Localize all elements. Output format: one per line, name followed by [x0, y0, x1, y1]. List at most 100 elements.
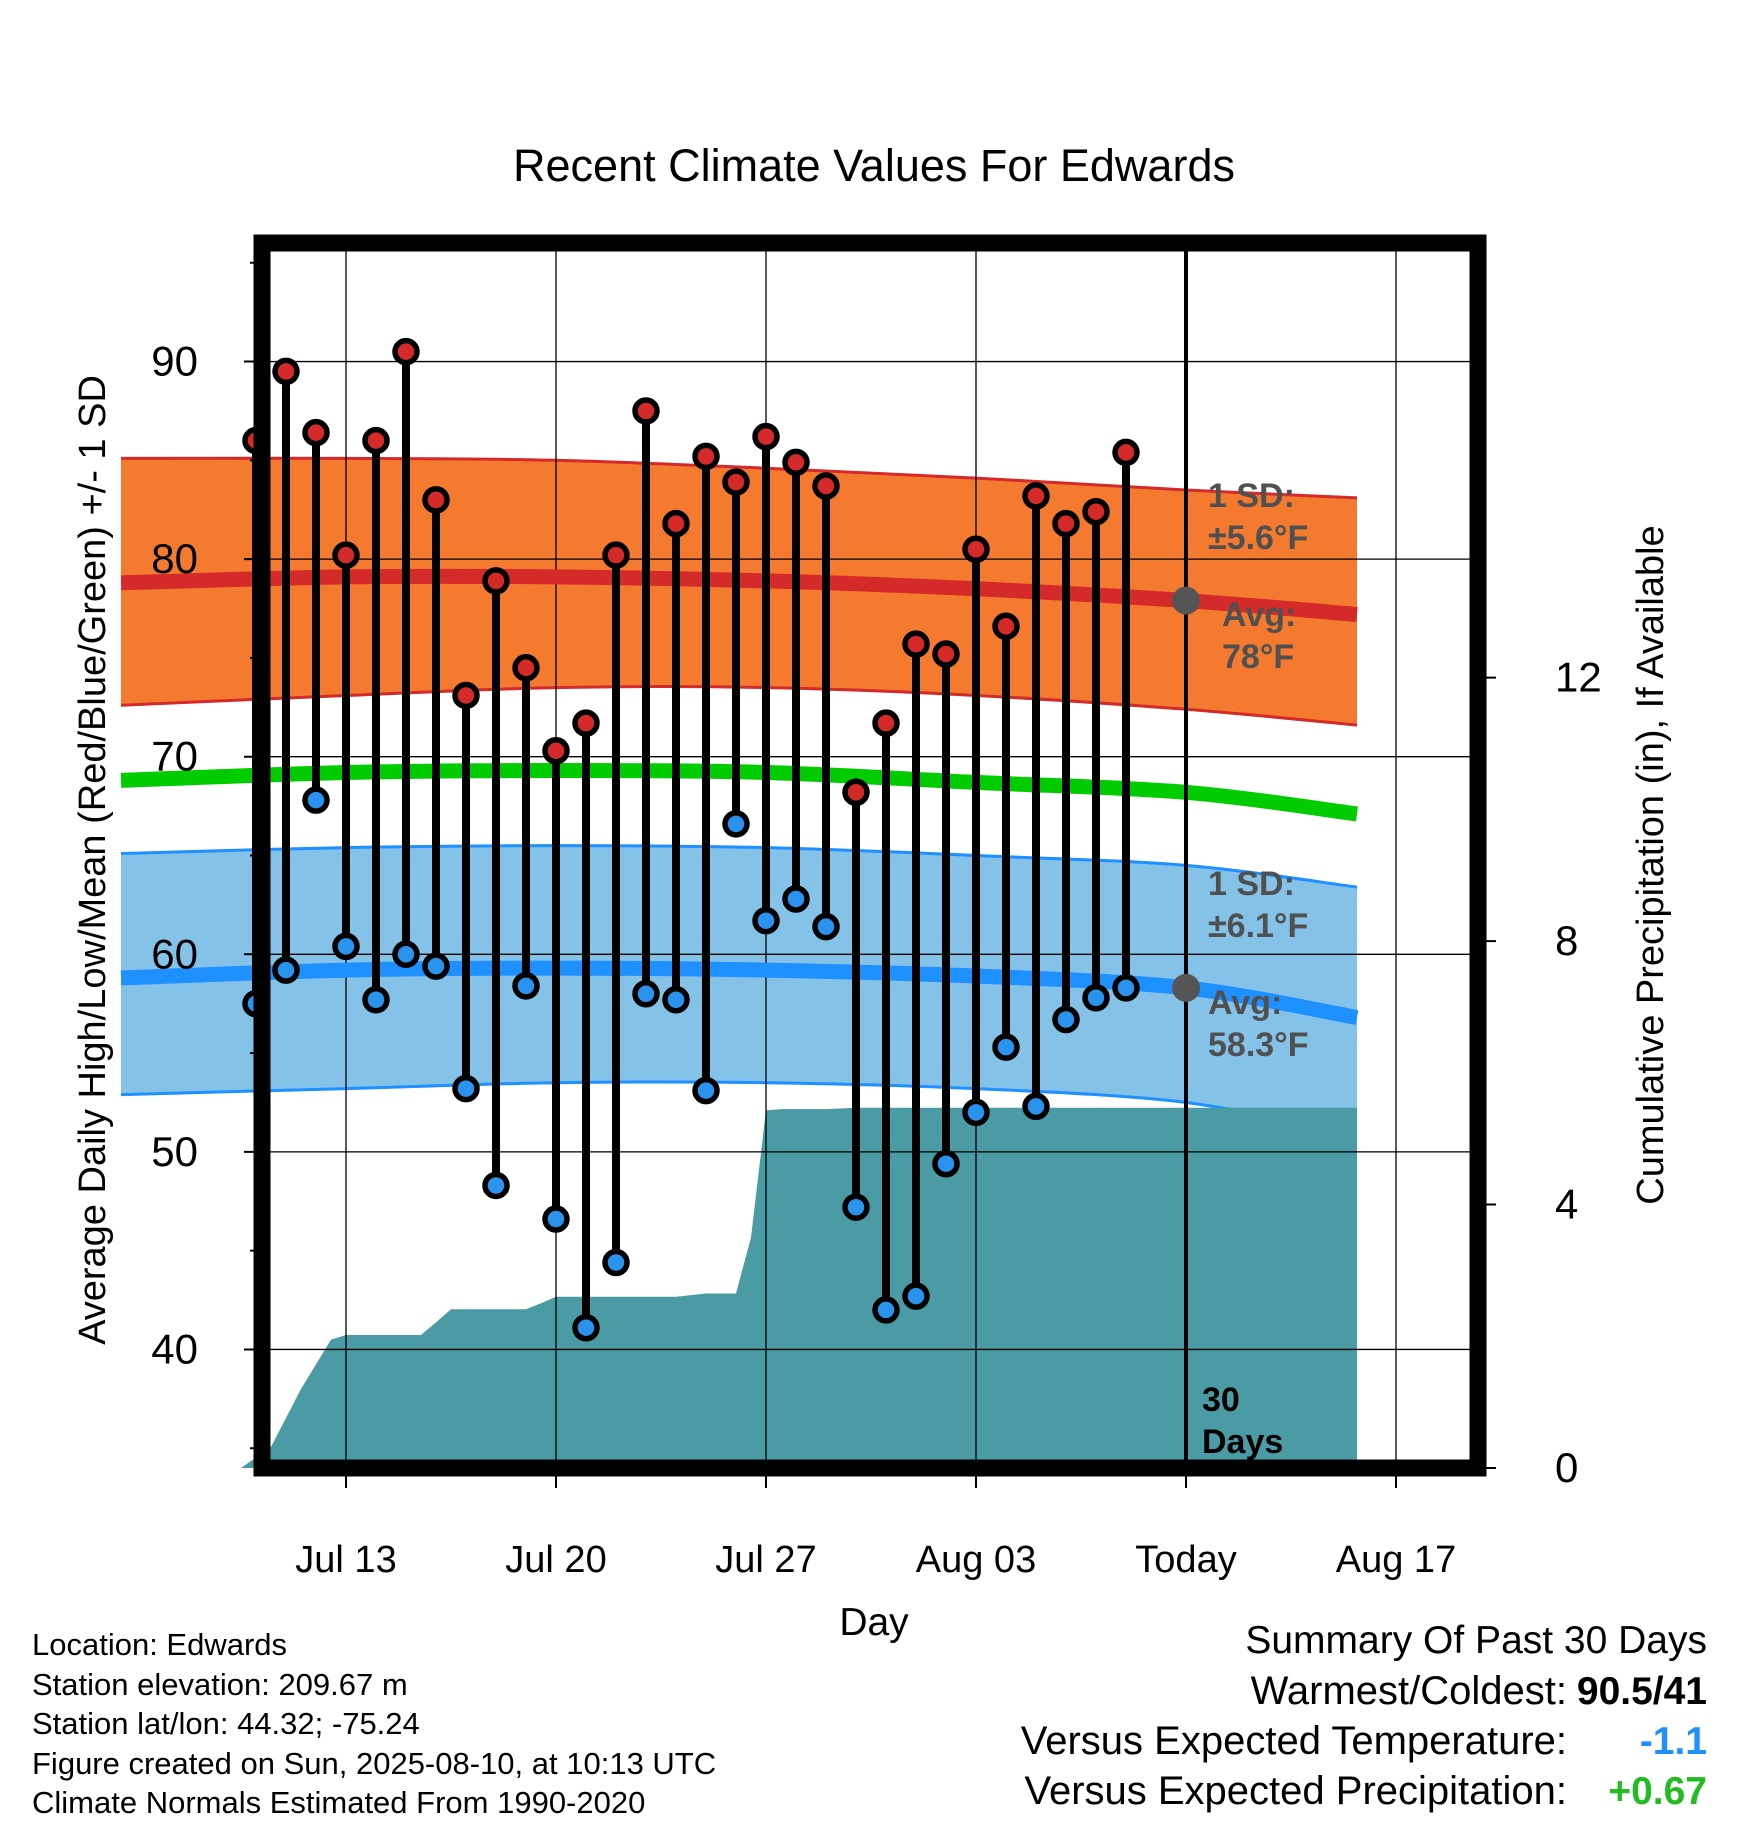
- temp-vs-expected-value: -1.1: [1639, 1720, 1707, 1763]
- daily-high-point: [1052, 509, 1080, 538]
- daily-high-point: [692, 442, 720, 471]
- x-tick-label: Aug 17: [1336, 1539, 1456, 1581]
- daily-high-point: [362, 426, 390, 455]
- daily-high-point: [962, 535, 990, 563]
- daily-low-point: [602, 1248, 630, 1277]
- summary-panel: Summary Of Past 30 Days Warmest/Coldest:…: [807, 1619, 1707, 1819]
- high-sd-label: 1 SD:: [1208, 477, 1295, 515]
- created-text: Figure created on Sun, 2025-08-10, at 10…: [32, 1745, 717, 1781]
- daily-low-point: [722, 810, 750, 838]
- daily-low-point: [872, 1296, 900, 1324]
- days-label: Days: [1202, 1423, 1283, 1461]
- daily-high-point: [482, 567, 510, 595]
- daily-low-point: [452, 1074, 480, 1103]
- y-tick-label: 60: [151, 930, 198, 977]
- y2-tick-label: 4: [1555, 1181, 1578, 1228]
- daily-high-point: [902, 630, 930, 658]
- daily-high-point: [422, 486, 450, 514]
- y-tick-label: 50: [151, 1128, 198, 1175]
- daily-high-point: [722, 468, 750, 496]
- daily-high-point: [662, 509, 690, 538]
- daily-high-point: [572, 709, 600, 737]
- daily-low-point: [1052, 1005, 1080, 1034]
- high-sd-label: ±5.6°F: [1208, 519, 1308, 557]
- daily-low-point: [302, 786, 330, 814]
- daily-low-point: [1082, 984, 1110, 1012]
- daily-low-point: [1022, 1092, 1050, 1121]
- chart-title: Recent Climate Values For Edwards: [513, 140, 1235, 191]
- y-tick-label: 90: [151, 338, 198, 385]
- daily-high-point: [512, 654, 540, 682]
- daily-low-point: [1112, 974, 1140, 1002]
- daily-low-point: [812, 912, 840, 941]
- daily-high-point: [782, 448, 810, 477]
- days-label: 30: [1202, 1381, 1240, 1419]
- daily-high-point: [872, 709, 900, 737]
- normals-text: Climate Normals Estimated From 1990-2020: [32, 1785, 646, 1820]
- daily-high-point: [932, 640, 960, 668]
- daily-low-point: [482, 1171, 510, 1200]
- x-tick-label: Aug 03: [916, 1539, 1036, 1581]
- y-tick-label: 80: [151, 535, 198, 582]
- daily-high-point: [272, 357, 300, 386]
- station-info: Location: Edwards Station elevation: 209…: [32, 1625, 716, 1823]
- daily-low-point: [932, 1149, 960, 1178]
- daily-high-point: [302, 418, 330, 447]
- low-sd-band: [121, 845, 1357, 1137]
- y-axis-label: Average Daily High/Low/Mean (Red/Blue/Gr…: [72, 375, 114, 1345]
- daily-low-point: [572, 1313, 600, 1342]
- plot-frame: [253, 234, 1487, 1477]
- high-avg-label: 78°F: [1222, 638, 1294, 676]
- y2-tick-label: 12: [1555, 654, 1602, 701]
- daily-high-point: [632, 397, 660, 425]
- precip-vs-expected-label: Versus Expected Precipitation:: [1024, 1769, 1567, 1813]
- daily-low-point: [362, 985, 390, 1014]
- daily-low-point: [992, 1033, 1020, 1061]
- low-avg-label: 58.3°F: [1208, 1026, 1309, 1064]
- daily-low-point: [752, 906, 780, 935]
- y2-axis-label: Cumulative Precipitation (in), If Availa…: [1630, 525, 1672, 1204]
- elevation-text: Station elevation: 209.67 m: [32, 1666, 408, 1702]
- today-high-marker: [1172, 586, 1200, 615]
- location-text: Location: Edwards: [32, 1627, 288, 1662]
- daily-low-point: [542, 1205, 570, 1233]
- daily-low-point: [392, 940, 420, 969]
- y-tick-label: 40: [151, 1325, 198, 1372]
- high-avg-label: Avg:: [1222, 596, 1296, 634]
- daily-high-point: [812, 472, 840, 500]
- y2-tick-label: 8: [1555, 917, 1578, 964]
- daily-low-point: [272, 956, 300, 984]
- daily-high-point: [332, 541, 360, 569]
- x-tick-label: Jul 13: [295, 1539, 396, 1581]
- daily-high-point: [1082, 497, 1110, 526]
- low-sd-label: 1 SD:: [1208, 865, 1295, 903]
- daily-low-point: [662, 985, 690, 1014]
- temp-vs-expected-label: Versus Expected Temperature:: [1020, 1719, 1567, 1763]
- daily-high-point: [992, 612, 1020, 641]
- daily-high-point: [842, 778, 870, 807]
- cumulative-precip-area: [121, 1107, 1357, 1468]
- daily-low-point: [422, 952, 450, 980]
- x-tick-label: Jul 20: [505, 1539, 606, 1581]
- today-low-marker: [1172, 973, 1200, 1002]
- daily-low-point: [632, 980, 660, 1008]
- daily-low-point: [332, 932, 360, 961]
- warmest-label: Warmest/Coldest:: [1250, 1669, 1567, 1713]
- summary-heading: Summary Of Past 30 Days: [1245, 1619, 1707, 1662]
- low-sd-label: ±6.1°F: [1208, 907, 1308, 945]
- daily-high-point: [392, 337, 420, 366]
- low-avg-label: Avg:: [1208, 984, 1282, 1022]
- daily-low-point: [962, 1098, 990, 1127]
- y2-tick-label: 0: [1555, 1444, 1578, 1491]
- daily-high-point: [1112, 438, 1140, 467]
- daily-high-point: [452, 681, 480, 710]
- x-axis-label: Day: [839, 1601, 909, 1644]
- latlon-text: Station lat/lon: 44.32; -75.24: [32, 1706, 420, 1741]
- daily-low-point: [842, 1193, 870, 1221]
- precip-vs-expected-value: +0.67: [1608, 1770, 1707, 1813]
- daily-high-point: [542, 737, 570, 765]
- y-tick-label: 70: [151, 733, 198, 780]
- x-tick-label: Jul 27: [715, 1539, 816, 1581]
- daily-low-point: [902, 1282, 930, 1310]
